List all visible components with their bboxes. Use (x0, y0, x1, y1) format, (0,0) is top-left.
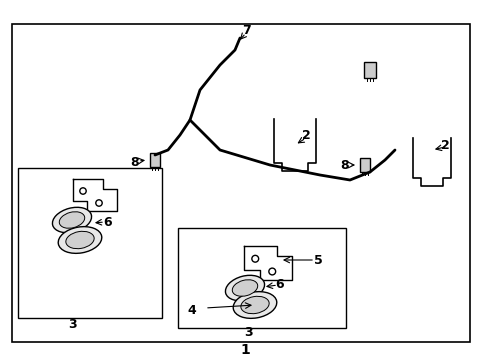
Ellipse shape (66, 231, 94, 249)
Text: 3: 3 (68, 319, 76, 332)
Text: 8: 8 (341, 158, 349, 171)
Bar (364, 62, 376, 78)
Text: 4: 4 (188, 303, 196, 316)
Ellipse shape (225, 275, 265, 301)
Text: 3: 3 (244, 325, 252, 338)
Text: 2: 2 (441, 139, 449, 152)
Text: 6: 6 (276, 279, 284, 292)
Text: 8: 8 (131, 156, 139, 168)
Bar (360, 158, 370, 172)
Bar (150, 153, 160, 167)
Text: 7: 7 (242, 23, 250, 36)
Ellipse shape (233, 292, 277, 318)
Text: 1: 1 (240, 343, 250, 357)
Bar (18, 168, 162, 318)
Ellipse shape (58, 227, 102, 253)
Bar (12, 24, 470, 342)
Text: 2: 2 (302, 129, 310, 141)
Ellipse shape (52, 207, 92, 233)
Bar (178, 228, 346, 328)
Text: 5: 5 (314, 253, 322, 266)
Ellipse shape (241, 296, 269, 314)
Text: 6: 6 (104, 216, 112, 229)
Ellipse shape (59, 212, 85, 228)
Ellipse shape (232, 280, 258, 296)
